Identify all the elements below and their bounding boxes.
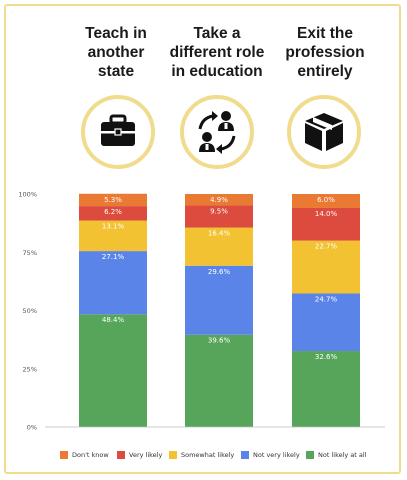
legend-label-very-likely: Very likely [129, 451, 163, 459]
chart-frame [4, 4, 401, 474]
bar-data-label: 5.3% [104, 196, 122, 204]
bar-data-label: 22.7% [315, 243, 338, 251]
bar-data-label: 48.4% [102, 316, 125, 324]
people-exchange-icon-circle [180, 95, 254, 169]
bar-segment [185, 334, 253, 427]
column-title-teach-another-state: Teach in another state [85, 25, 147, 80]
bar-data-label: 9.5% [210, 207, 228, 215]
bar-data-label: 14.0% [315, 210, 338, 218]
bar-data-label: 4.9% [210, 196, 228, 204]
bar-segment [292, 194, 360, 208]
bar-segment [79, 206, 147, 221]
briefcase-icon-circle [81, 95, 155, 169]
legend-swatch-very-likely [117, 451, 125, 459]
bar-segment [79, 314, 147, 427]
y-tick-label: 25% [23, 365, 37, 373]
legend-label-not-very-likely: Not very likely [253, 451, 300, 459]
legend-swatch-dont-know [60, 451, 68, 459]
bar-segment [185, 205, 253, 228]
legend-swatch-somewhat-likely [169, 451, 177, 459]
legend-label-not-likely-at-all: Not likely at all [318, 451, 367, 459]
bar-data-label: 13.1% [102, 223, 125, 231]
bar-segment [79, 251, 147, 315]
bar-data-label: 32.6% [315, 353, 338, 361]
bar-segment [185, 227, 253, 266]
bar-segment [292, 293, 360, 352]
bar-segment [292, 207, 360, 241]
box-icon [305, 113, 343, 151]
bar-segment [185, 265, 253, 335]
bar-segment [292, 240, 360, 294]
box-icon-circle [287, 95, 361, 169]
y-tick-label: 75% [23, 249, 37, 257]
bar-data-label: 6.0% [317, 196, 335, 204]
legend-item-somewhat-likely: Somewhat likely [169, 448, 234, 462]
bar-data-label: 29.6% [208, 268, 231, 276]
column-title-exit-profession: Exit the profession entirely [285, 25, 365, 80]
y-tick-label: 50% [23, 307, 37, 315]
legend: Don't know Very likely Somewhat likely N… [0, 448, 407, 462]
bar-data-label: 27.1% [102, 253, 125, 261]
bar-segment [292, 351, 360, 427]
bar-segment [79, 220, 147, 252]
bar-data-label: 16.4% [208, 230, 231, 238]
bar-segment [185, 194, 253, 206]
bar-data-label: 39.6% [208, 337, 231, 345]
legend-item-very-likely: Very likely [117, 448, 162, 462]
bar-data-label: 24.7% [315, 295, 338, 303]
column-title-different-role: Take a different role in education [169, 25, 265, 80]
y-tick-label: 0% [27, 424, 37, 432]
legend-label-somewhat-likely: Somewhat likely [181, 451, 235, 459]
people-exchange-icon [198, 111, 236, 154]
legend-swatch-not-very-likely [241, 451, 249, 459]
legend-label-dont-know: Don't know [72, 451, 109, 459]
legend-item-not-likely-at-all: Not likely at all [306, 448, 367, 462]
briefcase-icon [101, 114, 135, 146]
bar-data-label: 6.2% [104, 208, 122, 216]
legend-item-dont-know: Don't know [60, 448, 109, 462]
legend-swatch-not-likely-at-all [306, 451, 314, 459]
bar-segment [79, 193, 147, 207]
legend-item-not-very-likely: Not very likely [241, 448, 300, 462]
y-tick-label: 100% [18, 191, 37, 199]
